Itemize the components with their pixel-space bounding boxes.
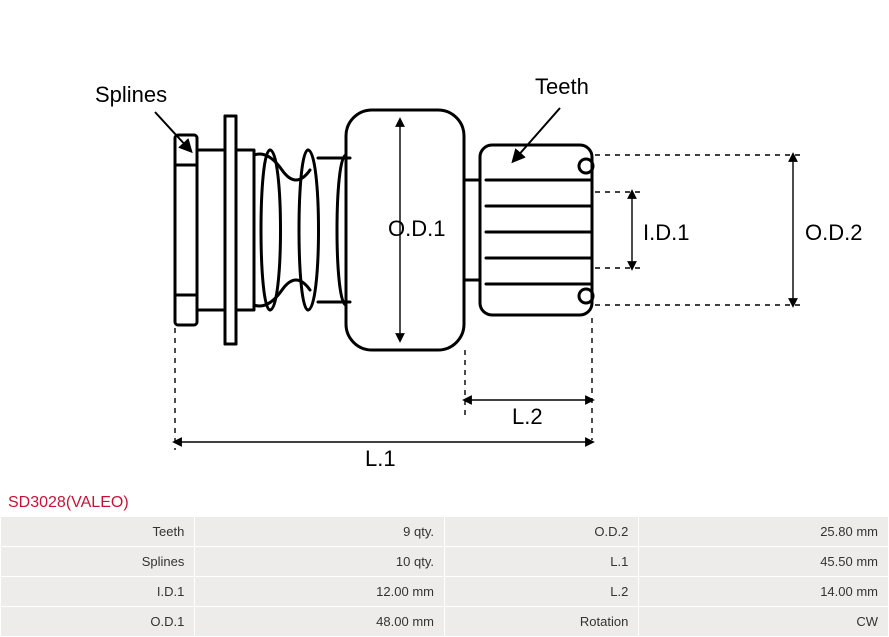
table-row: Splines10 qty.L.145.50 mm	[1, 547, 888, 576]
spec-label: Rotation	[445, 607, 638, 636]
spec-value: CW	[639, 607, 888, 636]
label-id1: I.D.1	[643, 220, 689, 245]
spec-label: Teeth	[1, 517, 194, 546]
spec-table: Teeth9 qty.O.D.225.80 mmSplines10 qty.L.…	[0, 516, 889, 637]
spec-label: L.1	[445, 547, 638, 576]
spec-label: I.D.1	[1, 577, 194, 606]
spec-value: 25.80 mm	[639, 517, 888, 546]
table-row: Teeth9 qty.O.D.225.80 mm	[1, 517, 888, 546]
table-row: I.D.112.00 mmL.214.00 mm	[1, 577, 888, 606]
product-title: SD3028(VALEO)	[0, 490, 889, 516]
technical-diagram: Splines Teeth O.D.1 I.D.1 O.D.2 L.2 L.1	[0, 0, 889, 490]
spec-value: 48.00 mm	[195, 607, 444, 636]
spec-value: 9 qty.	[195, 517, 444, 546]
spec-label: Splines	[1, 547, 194, 576]
spec-label: O.D.1	[1, 607, 194, 636]
diagram-svg: Splines Teeth O.D.1 I.D.1 O.D.2 L.2 L.1	[0, 0, 889, 490]
spec-value: 12.00 mm	[195, 577, 444, 606]
spec-value: 10 qty.	[195, 547, 444, 576]
label-l2: L.2	[512, 404, 543, 429]
spec-label: O.D.2	[445, 517, 638, 546]
label-splines: Splines	[95, 82, 167, 107]
spec-label: L.2	[445, 577, 638, 606]
label-od2: O.D.2	[805, 220, 862, 245]
spec-value: 14.00 mm	[639, 577, 888, 606]
spec-value: 45.50 mm	[639, 547, 888, 576]
label-teeth: Teeth	[535, 74, 589, 99]
label-l1: L.1	[365, 446, 396, 471]
label-od1: O.D.1	[388, 216, 445, 241]
table-row: O.D.148.00 mmRotationCW	[1, 607, 888, 636]
